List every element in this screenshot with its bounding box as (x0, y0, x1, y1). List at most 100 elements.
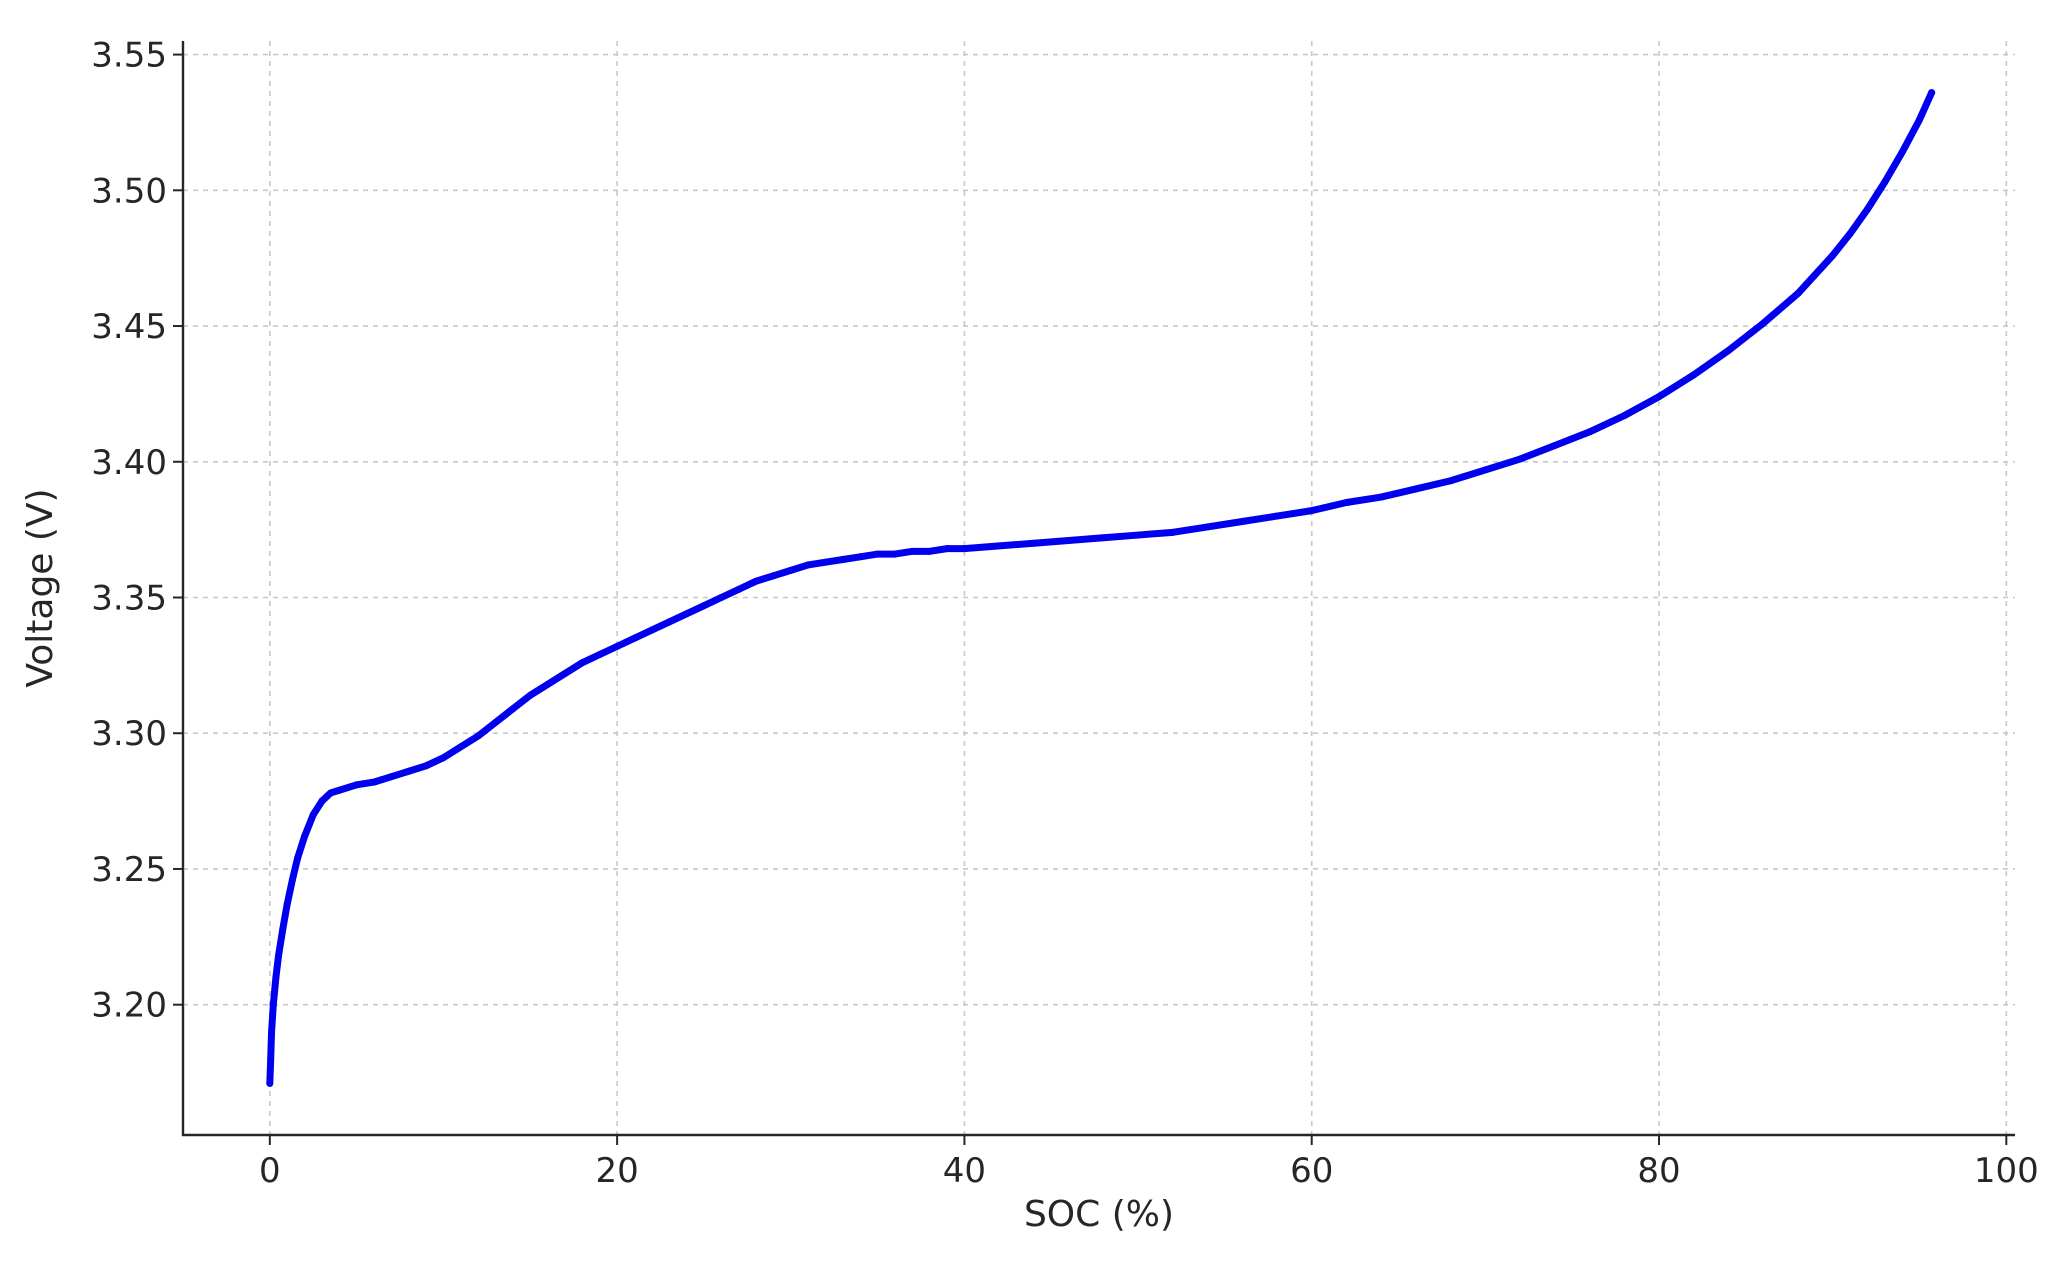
data-point (1690, 371, 1698, 379)
data-point (1724, 346, 1732, 354)
data-point (908, 547, 916, 555)
data-point (717, 594, 725, 602)
axes-layer (181, 41, 2015, 1137)
data-point (787, 566, 795, 574)
data-point (874, 550, 882, 558)
data-point (665, 618, 673, 626)
x-tick-label: 20 (595, 1151, 638, 1191)
data-point (1881, 178, 1889, 186)
data-point (1030, 539, 1038, 547)
data-point (804, 561, 812, 569)
data-point (561, 670, 569, 678)
data-point (995, 542, 1003, 550)
data-point (301, 832, 309, 840)
data-point (309, 811, 317, 819)
data-point (839, 555, 847, 563)
x-axis-title: SOC (%) (1024, 1194, 1174, 1235)
data-point (926, 547, 934, 555)
data-point (613, 642, 621, 650)
data-point (1846, 230, 1854, 238)
data-point (283, 900, 291, 908)
data-point (752, 577, 760, 585)
data-point (272, 974, 280, 982)
data-point (1655, 393, 1663, 401)
data-point (1099, 534, 1107, 542)
data-point (891, 550, 899, 558)
data-point (457, 743, 465, 751)
data-point (405, 767, 413, 775)
y-axis-title: Voltage (V) (20, 488, 61, 687)
data-point (1065, 536, 1073, 544)
data-point (1829, 251, 1837, 259)
y-tick-label: 3.35 (91, 579, 167, 619)
data-point (1377, 493, 1385, 501)
data-point (1915, 116, 1923, 124)
data-point (1238, 517, 1246, 525)
data-point (735, 585, 743, 593)
data-point (1863, 205, 1871, 213)
data-point (267, 1055, 275, 1063)
data-point (370, 778, 378, 786)
data-point (822, 558, 830, 566)
data-point (294, 854, 302, 862)
data-point (544, 680, 552, 688)
y-tick-label: 3.45 (91, 307, 167, 347)
data-point (387, 773, 395, 781)
data-point (1759, 319, 1767, 327)
data-point (422, 762, 430, 770)
data-point (327, 789, 335, 797)
data-point (474, 732, 482, 740)
y-tick-label: 3.20 (91, 986, 167, 1026)
data-point (683, 610, 691, 618)
data-point (353, 781, 361, 789)
series-line (266, 89, 1936, 1087)
data-point (269, 1001, 277, 1009)
data-point (492, 718, 500, 726)
data-point (275, 952, 283, 960)
data-point (335, 786, 343, 794)
x-tick-label: 80 (1637, 1151, 1680, 1191)
y-tick-label: 3.30 (91, 714, 167, 754)
data-point (1794, 289, 1802, 297)
data-point (578, 659, 586, 667)
data-point (960, 545, 968, 553)
data-point (1169, 528, 1177, 536)
data-point (1551, 441, 1559, 449)
data-point (268, 1028, 276, 1036)
grid-layer (183, 41, 2015, 1135)
data-point (1516, 455, 1524, 463)
data-point (318, 797, 326, 805)
y-tick-label: 3.50 (91, 171, 167, 211)
data-point (1204, 523, 1212, 531)
x-tick-label: 60 (1290, 1151, 1333, 1191)
data-point (439, 754, 447, 762)
data-point (596, 651, 604, 659)
ticks-layer: 0 20 40 60 80 100 3.20 3.25 3.30 3.35 3.40 3.45 3.50… (91, 36, 2038, 1191)
data-point (1898, 148, 1906, 156)
y-tick-label: 3.40 (91, 443, 167, 483)
data-point (769, 572, 777, 580)
data-layer (266, 89, 1936, 1087)
data-point (943, 545, 951, 553)
data-point (1481, 466, 1489, 474)
data-point (1928, 89, 1936, 97)
data-point (1273, 512, 1281, 520)
x-tick-label: 100 (1974, 1151, 2039, 1191)
y-tick-label: 3.25 (91, 850, 167, 890)
data-point (1342, 498, 1350, 506)
data-point (1447, 477, 1455, 485)
data-point (1134, 531, 1142, 539)
data-point (279, 925, 287, 933)
data-point (700, 602, 708, 610)
data-point (288, 876, 296, 884)
data-point (648, 626, 656, 634)
data-point (509, 705, 517, 713)
data-point (630, 634, 638, 642)
data-point (1620, 412, 1628, 420)
x-tick-label: 40 (943, 1151, 986, 1191)
y-tick-label: 3.55 (91, 36, 167, 76)
data-point (266, 1079, 274, 1087)
data-point (856, 553, 864, 561)
